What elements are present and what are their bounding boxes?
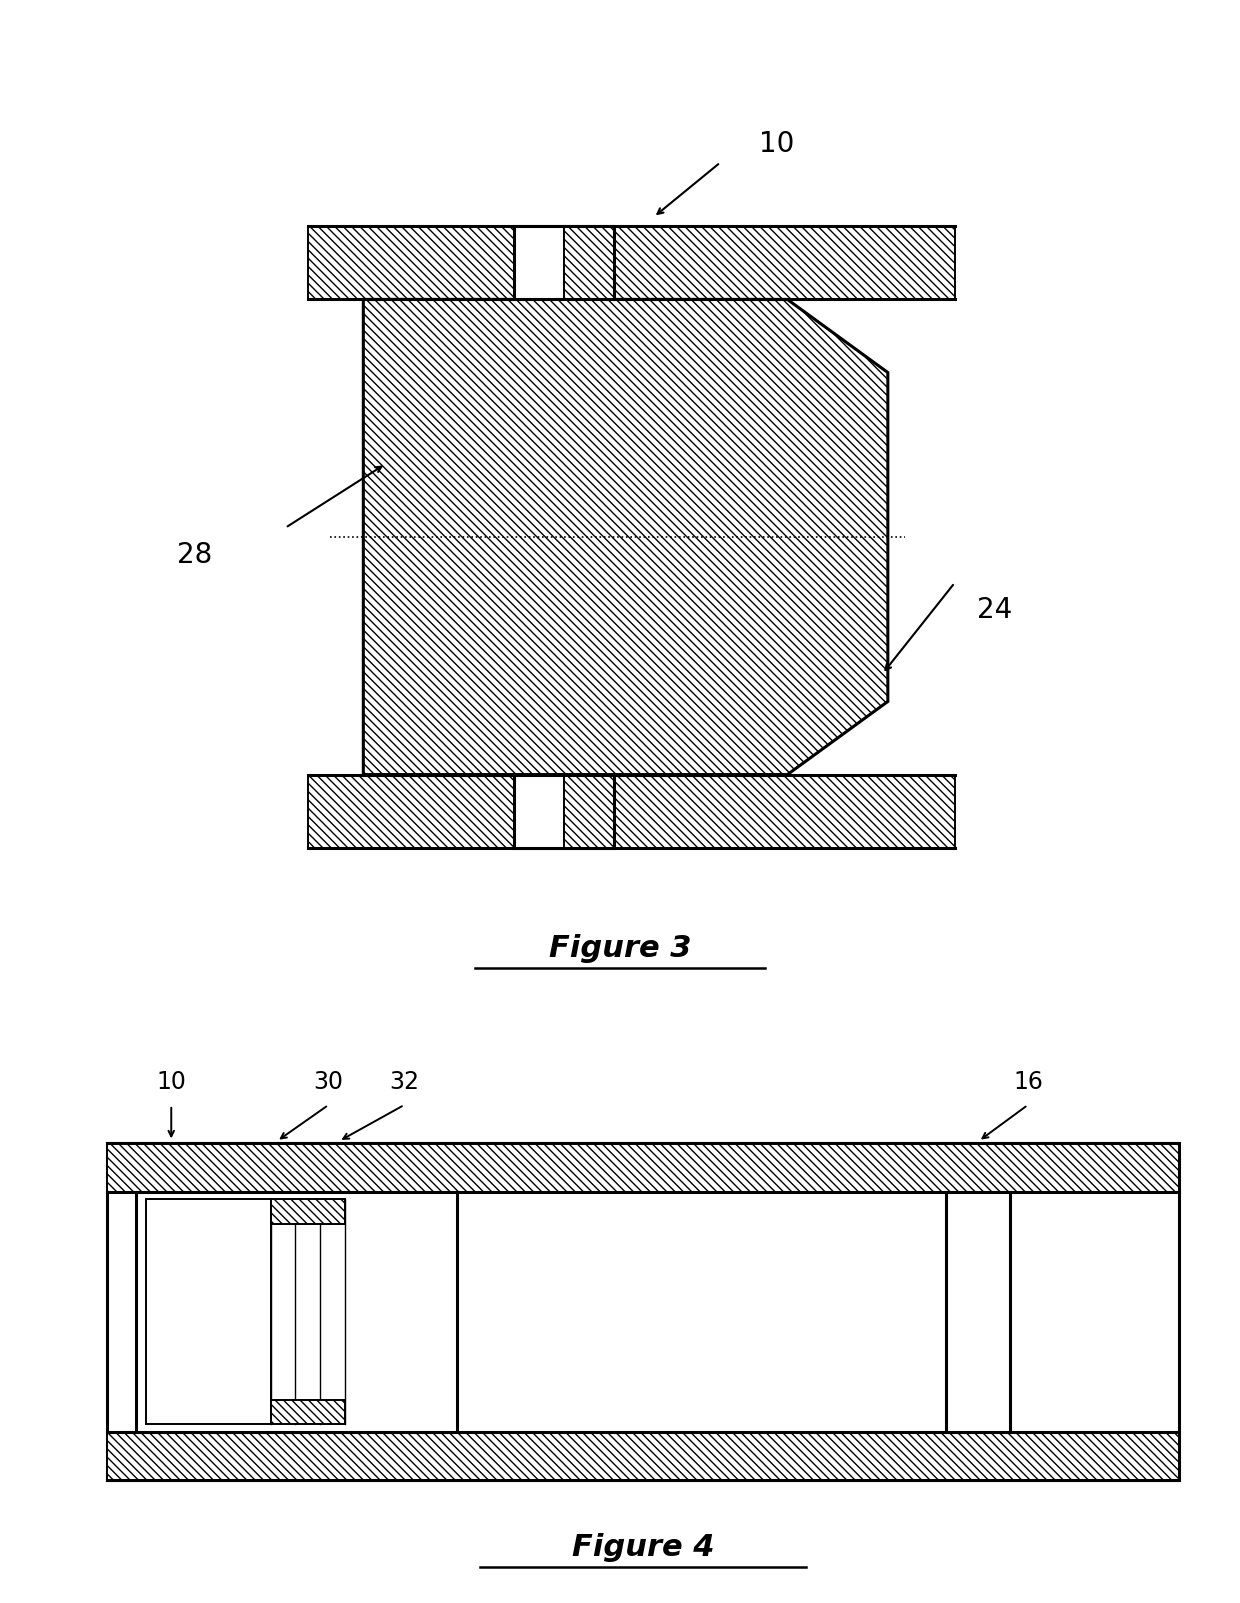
- Bar: [308, 774, 955, 848]
- Bar: [107, 1143, 1179, 1481]
- Bar: [107, 1431, 1179, 1481]
- Text: Figure 3: Figure 3: [549, 933, 691, 963]
- Bar: [515, 226, 615, 300]
- Text: 28: 28: [177, 542, 213, 569]
- Text: 10: 10: [156, 1071, 186, 1095]
- Bar: [515, 774, 615, 848]
- Bar: [946, 1193, 1011, 1431]
- Bar: [270, 1399, 345, 1425]
- Bar: [145, 1199, 270, 1425]
- Text: 16: 16: [1013, 1071, 1043, 1095]
- Text: 32: 32: [389, 1071, 419, 1095]
- Text: 30: 30: [314, 1071, 343, 1095]
- Bar: [515, 226, 564, 300]
- Bar: [107, 1143, 1179, 1193]
- Polygon shape: [363, 300, 888, 774]
- Text: 24: 24: [977, 596, 1012, 624]
- Text: 10: 10: [759, 130, 795, 159]
- Bar: [308, 226, 955, 300]
- Bar: [270, 1199, 345, 1223]
- Bar: [564, 774, 615, 848]
- Bar: [136, 1193, 456, 1431]
- Bar: [564, 226, 615, 300]
- Text: Figure 4: Figure 4: [572, 1532, 714, 1561]
- Bar: [515, 774, 564, 848]
